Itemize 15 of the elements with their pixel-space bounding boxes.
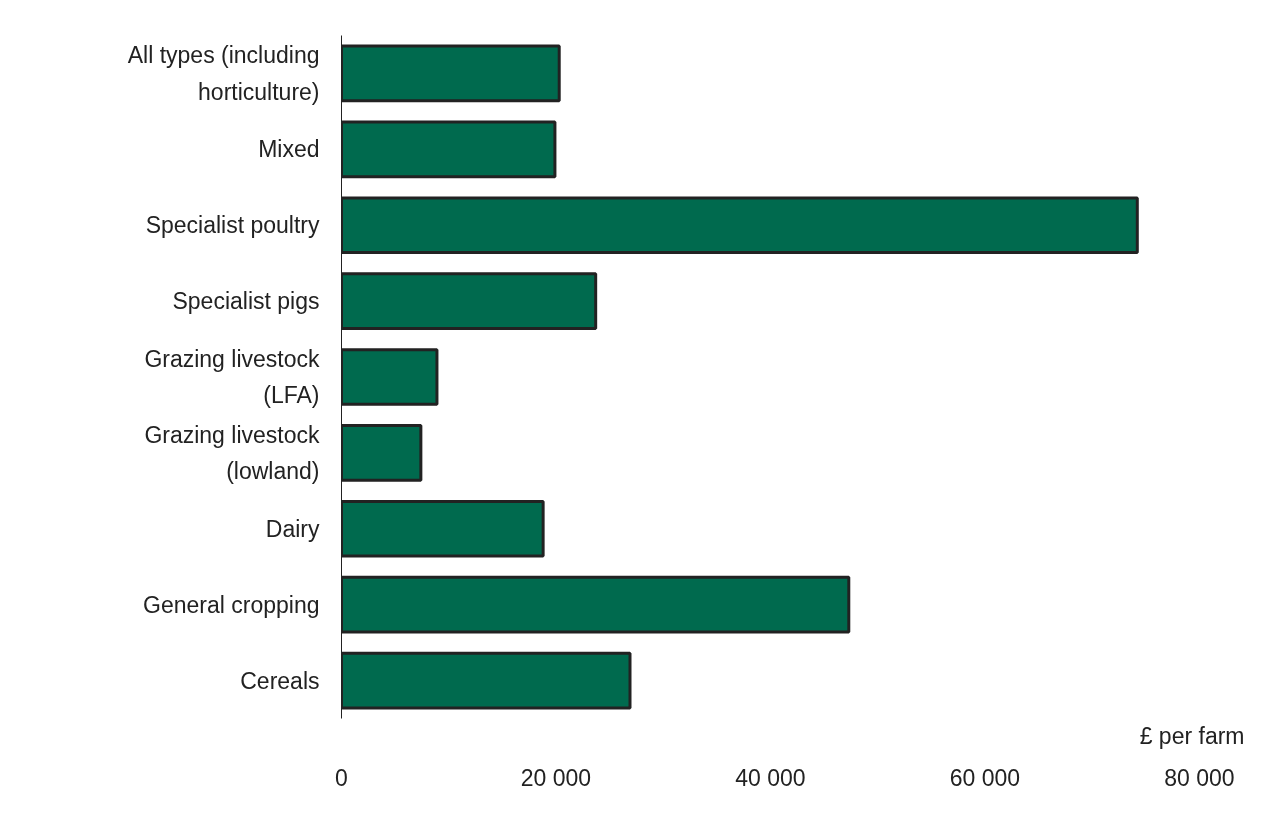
x-tick-label: 60 000 — [949, 764, 1021, 791]
y-tick-label: Cereals — [240, 667, 320, 694]
x-tick-label: 0 — [335, 764, 348, 791]
x-tick-label: 20 000 — [520, 764, 592, 791]
y-tick-label: Grazing livestock (LFA) — [144, 345, 320, 409]
x-tick-label: 80 000 — [1164, 764, 1235, 791]
y-tick-label: Specialist pigs — [172, 288, 320, 315]
y-tick-label: General cropping — [143, 591, 320, 618]
y-tick-label: Specialist poultry — [145, 212, 320, 239]
y-tick-label: Dairy — [265, 515, 320, 542]
x-axis-title: £ per farm — [1139, 722, 1245, 749]
y-tick-label: Mixed — [258, 136, 320, 163]
y-tick-label: Grazing livestock (lowland) — [144, 421, 320, 485]
x-tick-label: 40 000 — [735, 764, 806, 791]
y-tick-label: All types (including horticulture) — [127, 42, 320, 105]
